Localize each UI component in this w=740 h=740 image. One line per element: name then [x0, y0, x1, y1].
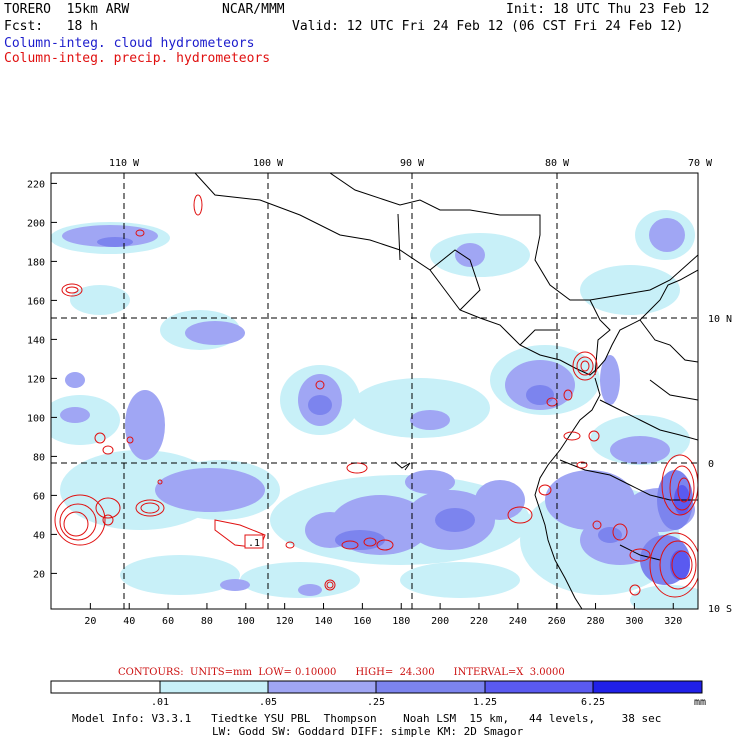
lat-label: 10 S [708, 604, 732, 615]
x-tick-label: 260 [548, 616, 566, 627]
legend-bin [484, 680, 594, 694]
contour-label: .1 [248, 538, 260, 549]
coastlines [194, 173, 698, 609]
x-tick-label: 120 [276, 616, 294, 627]
valid-time: Valid: 12 UTC Fri 24 Feb 12 (06 CST Fri … [292, 19, 684, 34]
lon-label: 100 W [253, 158, 284, 169]
field-cloud-label: Column-integ. cloud hydrometeors [4, 36, 255, 51]
lat-label: 10 N [708, 314, 732, 325]
y-tick-label: 180 [27, 257, 45, 268]
legend-bin [375, 680, 486, 694]
x-tick-label: 180 [392, 616, 410, 627]
model-info-line1: Model Info: V3.3.1 Tiedtke YSU PBL Thomp… [72, 712, 662, 725]
y-tick-label: 40 [33, 530, 45, 541]
legend-threshold: 6.25 [581, 697, 605, 708]
x-tick-label: 240 [509, 616, 527, 627]
legend-threshold: .25 [367, 697, 385, 708]
lon-labels: 110 W 100 W 90 W 80 W 70 W [109, 158, 713, 169]
init-time: Init: 18 UTC Thu 23 Feb 12 [506, 2, 710, 17]
legend-bin [267, 680, 377, 694]
precip-contours [54, 194, 698, 598]
x-tick-label: 280 [587, 616, 605, 627]
lon-label: 80 W [545, 158, 570, 169]
model-name: TORERO 15km ARW [4, 2, 130, 17]
y-tick-label: 100 [27, 413, 45, 424]
map-frame [50, 172, 699, 610]
model-info-line2: LW: Godd SW: Goddard DIFF: simple KM: 2D… [212, 725, 524, 738]
x-tick-label: 20 [84, 616, 96, 627]
y-axis: 20 40 60 80 100 120 140 160 180 200 220 [27, 179, 57, 580]
legend-threshold: .05 [259, 697, 277, 708]
cloud-shading [51, 210, 698, 609]
legend-bin [50, 680, 161, 694]
y-tick-label: 60 [33, 491, 45, 502]
lon-label: 110 W [109, 158, 140, 169]
legend-threshold: 1.25 [473, 697, 497, 708]
graticule [51, 173, 698, 609]
y-tick-label: 140 [27, 335, 45, 346]
x-tick-label: 320 [664, 616, 682, 627]
x-tick-label: 300 [625, 616, 643, 627]
field-precip-label: Column-integ. precip. hydrometeors [4, 51, 271, 66]
x-tick-label: 160 [353, 616, 371, 627]
lat-label: 0 [708, 459, 714, 470]
contour-label-box [244, 534, 264, 549]
color-legend: .01 .05 .25 1.25 6.25 mm [50, 680, 706, 708]
legend-bin [159, 680, 269, 694]
y-tick-label: 120 [27, 374, 45, 385]
x-tick-label: 200 [431, 616, 449, 627]
y-tick-label: 80 [33, 452, 45, 463]
lon-label: 90 W [400, 158, 425, 169]
x-tick-label: 80 [201, 616, 213, 627]
legend-unit: mm [694, 697, 706, 708]
y-tick-label: 200 [27, 218, 45, 229]
x-tick-label: 100 [237, 616, 255, 627]
x-axis: 20 40 60 80 100 120 140 160 180 200 220 240 260 280 30… [84, 603, 682, 627]
x-tick-label: 220 [470, 616, 488, 627]
lat-labels: 10 N 0 10 S [708, 314, 732, 615]
forecast-hour: Fcst: 18 h [4, 19, 98, 34]
x-tick-label: 40 [123, 616, 135, 627]
organization: NCAR/MMM [222, 2, 285, 17]
legend-threshold: .01 [151, 697, 169, 708]
x-tick-label: 60 [162, 616, 174, 627]
x-tick-label: 140 [314, 616, 332, 627]
legend-bin [592, 680, 703, 694]
lon-label: 70 W [688, 158, 713, 169]
contours-info: CONTOURS: UNITS=mm LOW= 0.10000 HIGH= 24… [118, 667, 565, 678]
y-tick-label: 20 [33, 569, 45, 580]
y-tick-label: 220 [27, 179, 45, 190]
y-tick-label: 160 [27, 296, 45, 307]
